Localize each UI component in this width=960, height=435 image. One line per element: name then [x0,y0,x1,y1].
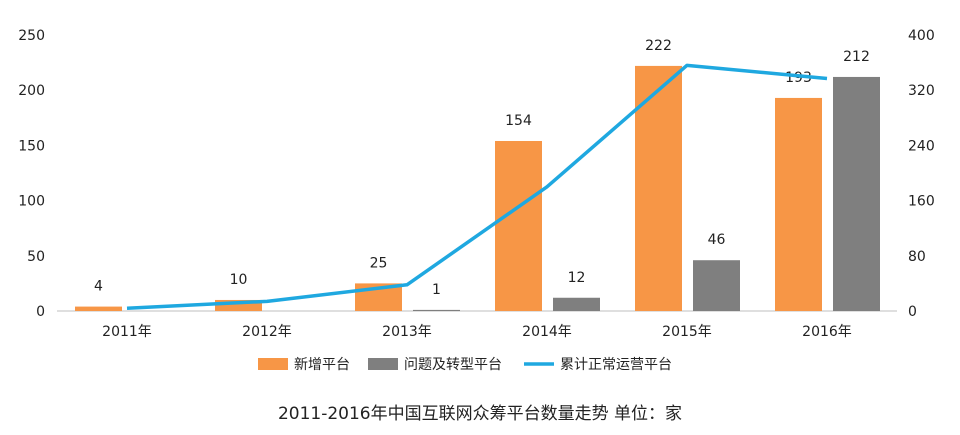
data-label: 10 [230,272,248,288]
x-tick-label: 2011年 [102,324,152,340]
data-label: 212 [843,49,870,65]
y-left-tick-label: 50 [27,249,45,265]
y-left-tick-label: 100 [18,194,45,210]
data-label: 1 [432,282,441,298]
x-tick-label: 2016年 [802,324,852,340]
x-tick-label: 2015年 [662,324,712,340]
data-label: 25 [370,255,388,271]
x-tick-label: 2014年 [522,324,572,340]
y-right-tick-label: 240 [908,138,935,154]
legend-label: 累计正常运营平台 [560,357,672,373]
y-left-tick-label: 0 [36,304,45,320]
new-platform-bar [75,306,122,311]
y-right-tick-label: 320 [908,83,935,99]
cumulative-platform-line [126,63,828,310]
y-left-tick-label: 250 [18,28,45,44]
data-label: 12 [568,270,586,286]
chart-title: 2011-2016年中国互联网众筹平台数量走势 单位：家 [278,404,682,424]
legend-label: 问题及转型平台 [404,357,502,373]
legend-label: 新增平台 [294,357,350,373]
y-right-tick-label: 80 [908,249,926,265]
data-label: 222 [645,38,672,54]
y-left-tick-label: 150 [18,138,45,154]
y-right-tick-label: 400 [908,28,935,44]
data-label: 46 [708,232,726,248]
problem-platform-bar [833,76,880,312]
new-platform-bar [635,65,682,311]
new-platform-bar [495,140,542,311]
legend-swatch [368,358,398,370]
problem-platform-bar [413,309,460,311]
problem-platform-bar [553,297,600,311]
data-label: 4 [94,279,103,295]
legend-swatch [258,358,288,370]
new-platform-bar [215,299,262,311]
x-tick-label: 2013年 [382,324,432,340]
y-right-tick-label: 160 [908,194,935,210]
new-platform-bar [775,97,822,311]
x-tick-label: 2012年 [242,324,292,340]
data-label: 154 [505,113,532,129]
problem-platform-bar [693,260,740,311]
y-left-tick-label: 200 [18,83,45,99]
y-right-tick-label: 0 [908,304,917,320]
